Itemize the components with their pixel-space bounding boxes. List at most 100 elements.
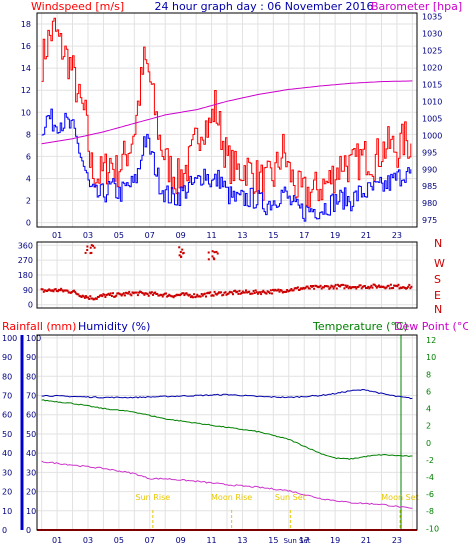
- barometer-title: Barometer [hpa]: [371, 0, 462, 13]
- wind-direction-point: [277, 288, 280, 291]
- wind-direction-point: [90, 251, 93, 254]
- wind-direction-point: [144, 292, 147, 295]
- wind-direction-point: [294, 287, 297, 290]
- wind-direction-point: [108, 294, 111, 296]
- wind-tick-label: 0: [26, 219, 31, 228]
- wind-direction-point: [278, 290, 281, 293]
- wind-direction-point: [176, 294, 179, 297]
- wind-direction-point: [271, 292, 273, 295]
- wind-direction-point: [181, 292, 184, 295]
- humidity-tick-label: 80: [26, 372, 36, 381]
- wind-direction-point: [225, 293, 228, 296]
- wind-direction-point: [65, 289, 68, 292]
- wind-direction-point: [366, 287, 369, 289]
- wind-direction-point: [97, 295, 100, 298]
- wind-direction-point: [190, 295, 193, 298]
- wind-direction-point: [376, 285, 379, 288]
- wind-direction-point: [118, 292, 121, 295]
- humidity-tick-label: 10: [26, 507, 36, 516]
- wind-tick-label: 12: [21, 86, 31, 95]
- wind-direction-point: [272, 288, 274, 291]
- wind-direction-point: [371, 286, 374, 289]
- wind-direction-point: [215, 293, 218, 296]
- windspeed-title: Windspeed [m/s]: [31, 0, 124, 13]
- rainfall-label: Rainfall (mm): [2, 320, 76, 333]
- wind-direction-point: [251, 292, 254, 295]
- wind-direction-point: [89, 295, 92, 298]
- temp-tick-label: -8: [426, 507, 434, 516]
- wind-direction-point: [396, 285, 399, 288]
- wind-direction-point: [402, 286, 405, 289]
- wind-direction-point: [92, 298, 95, 301]
- wind-direction-point: [193, 293, 196, 296]
- wind-direction-point: [267, 291, 270, 293]
- wind-direction-point: [210, 294, 213, 297]
- wind-direction-point: [326, 285, 329, 288]
- wind-direction-point: [224, 291, 227, 294]
- wind-direction-point: [80, 296, 83, 298]
- wind-direction-point: [409, 287, 412, 290]
- wind-direction-point: [160, 293, 163, 296]
- wind-direction-point: [125, 291, 127, 294]
- rain-tick-label: 70: [2, 392, 12, 401]
- humidity-tick-label: 90: [26, 353, 36, 362]
- wind-direction-point: [322, 286, 325, 289]
- wind-tick-label: 8: [26, 130, 31, 139]
- wind-direction-point: [365, 287, 367, 289]
- wind-direction-point: [163, 292, 166, 295]
- wind-direction-point: [157, 294, 160, 297]
- wind-direction-point: [399, 286, 402, 289]
- astro-event-label: Sun Set: [275, 493, 306, 502]
- humidity-tick-label: 30: [26, 468, 36, 477]
- wind-direction-point: [211, 255, 214, 258]
- wind-direction-point: [263, 291, 266, 294]
- wind-direction-point: [86, 245, 89, 248]
- wind-direction-point: [140, 291, 143, 294]
- wind-direction-point: [319, 284, 322, 287]
- wind-direction-point: [81, 294, 84, 297]
- wind-direction-point: [307, 287, 310, 290]
- wind-direction-point: [127, 292, 130, 295]
- wind-hour-label: 19: [330, 231, 340, 240]
- wind-direction-point: [196, 293, 199, 296]
- wind-direction-point: [216, 292, 219, 295]
- wind-direction-point: [179, 294, 181, 297]
- wind-direction-point: [100, 294, 103, 297]
- wind-direction-point: [309, 285, 312, 287]
- wind-direction-point: [266, 290, 269, 293]
- humidity-tick-label: 50: [26, 430, 36, 439]
- wind-direction-point: [341, 283, 344, 286]
- wind-direction-point: [242, 291, 245, 294]
- wind-frame: [36, 12, 418, 228]
- wind-direction-point: [112, 292, 114, 295]
- temp-tick-label: 8: [426, 370, 431, 379]
- wind-direction-point: [370, 284, 373, 287]
- wind-direction-point: [336, 283, 339, 286]
- temp-hour-label: 07: [145, 536, 155, 545]
- wind-direction-point: [194, 296, 197, 299]
- wind-direction-point: [407, 285, 410, 288]
- wind-direction-point: [107, 292, 110, 295]
- wind-direction-point: [83, 296, 86, 299]
- wind-direction-point: [76, 293, 79, 296]
- wind-direction-point: [292, 289, 295, 292]
- wind-direction-point: [323, 285, 326, 287]
- humidity-tick-label: 20: [26, 488, 36, 497]
- wind-direction-point: [233, 290, 236, 293]
- wind-direction-point: [353, 286, 356, 289]
- wind-direction-point: [187, 294, 190, 297]
- humidity-tick-label: 100: [26, 334, 41, 343]
- wind-direction-point: [103, 293, 106, 296]
- wind-direction-point: [209, 291, 212, 294]
- temperature-series-line: [41, 399, 413, 460]
- wind-direction-point: [332, 287, 335, 290]
- wind-direction-point: [280, 289, 283, 292]
- wind-direction-point: [286, 289, 289, 291]
- wind-direction-point: [314, 284, 317, 287]
- wind-direction-point: [260, 293, 263, 296]
- wind-direction-point: [169, 294, 172, 297]
- dewpoint-label: Dew Point (°C): [394, 320, 468, 333]
- wind-direction-point: [113, 295, 116, 298]
- wind-tick-label: 16: [21, 42, 31, 51]
